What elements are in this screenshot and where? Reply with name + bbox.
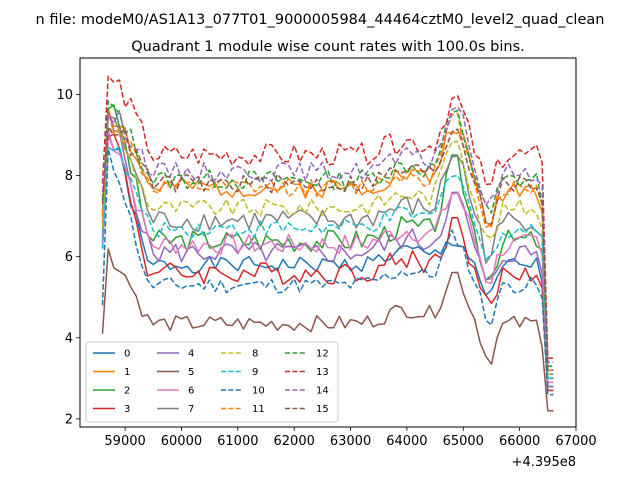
series-line-13 xyxy=(101,75,554,359)
axes-frame xyxy=(79,57,577,428)
series-line-6 xyxy=(101,128,554,384)
legend-label-14: 14 xyxy=(316,386,329,397)
legend-label-1: 1 xyxy=(124,367,130,378)
x-tick-label: 67000 xyxy=(555,434,596,449)
x-tick-label: 63000 xyxy=(330,434,371,449)
plot-area: 59000 60000 61000 62000 63000 64000 65000 66000… xyxy=(56,57,597,449)
legend-label-2: 2 xyxy=(124,386,130,397)
x-tick-label: 64000 xyxy=(386,434,427,449)
series-line-12 xyxy=(101,100,554,367)
series-line-9 xyxy=(101,145,554,380)
legend-label-11: 11 xyxy=(252,404,265,415)
series-group xyxy=(101,75,554,412)
legend-label-8: 8 xyxy=(252,349,258,360)
legend-label-9: 9 xyxy=(252,367,258,378)
x-tick-label: 66000 xyxy=(499,434,540,449)
x-tick-label: 62000 xyxy=(274,434,315,449)
series-line-14 xyxy=(101,106,554,363)
y-tick-label: 10 xyxy=(56,88,73,103)
legend-label-12: 12 xyxy=(316,349,329,360)
legend-label-0: 0 xyxy=(124,349,130,360)
figure-suptitle: n file: modeM0/AS1A13_077T01_9000005984_… xyxy=(36,12,605,28)
legend-label-10: 10 xyxy=(252,386,265,397)
legend-label-13: 13 xyxy=(316,367,329,378)
legend-label-6: 6 xyxy=(188,386,194,397)
y-tick-label: 8 xyxy=(65,169,73,184)
y-tick-label: 4 xyxy=(65,331,73,346)
series-line-10 xyxy=(101,148,554,396)
x-tick-label: 61000 xyxy=(217,434,258,449)
series-line-5 xyxy=(101,248,554,412)
series-line-11 xyxy=(101,109,554,367)
x-tick-label: 60000 xyxy=(161,434,202,449)
legend-label-7: 7 xyxy=(188,404,194,415)
series-line-7 xyxy=(101,116,554,376)
y-tick-label: 6 xyxy=(65,250,73,265)
y-tick-label: 2 xyxy=(65,412,73,427)
x-offset-label: +4.395e8 xyxy=(512,455,576,470)
legend-label-4: 4 xyxy=(188,349,194,360)
series-line-15 xyxy=(101,126,554,371)
series-line-8 xyxy=(101,126,554,376)
legend-box xyxy=(85,341,339,423)
legend-label-5: 5 xyxy=(188,367,194,378)
legend-label-3: 3 xyxy=(124,404,130,415)
x-tick-label: 65000 xyxy=(443,434,484,449)
chart-title: Quadrant 1 module wise count rates with … xyxy=(131,39,525,55)
legend-label-15: 15 xyxy=(316,404,329,415)
series-line-3 xyxy=(101,133,554,392)
x-tick-label: 59000 xyxy=(104,434,145,449)
